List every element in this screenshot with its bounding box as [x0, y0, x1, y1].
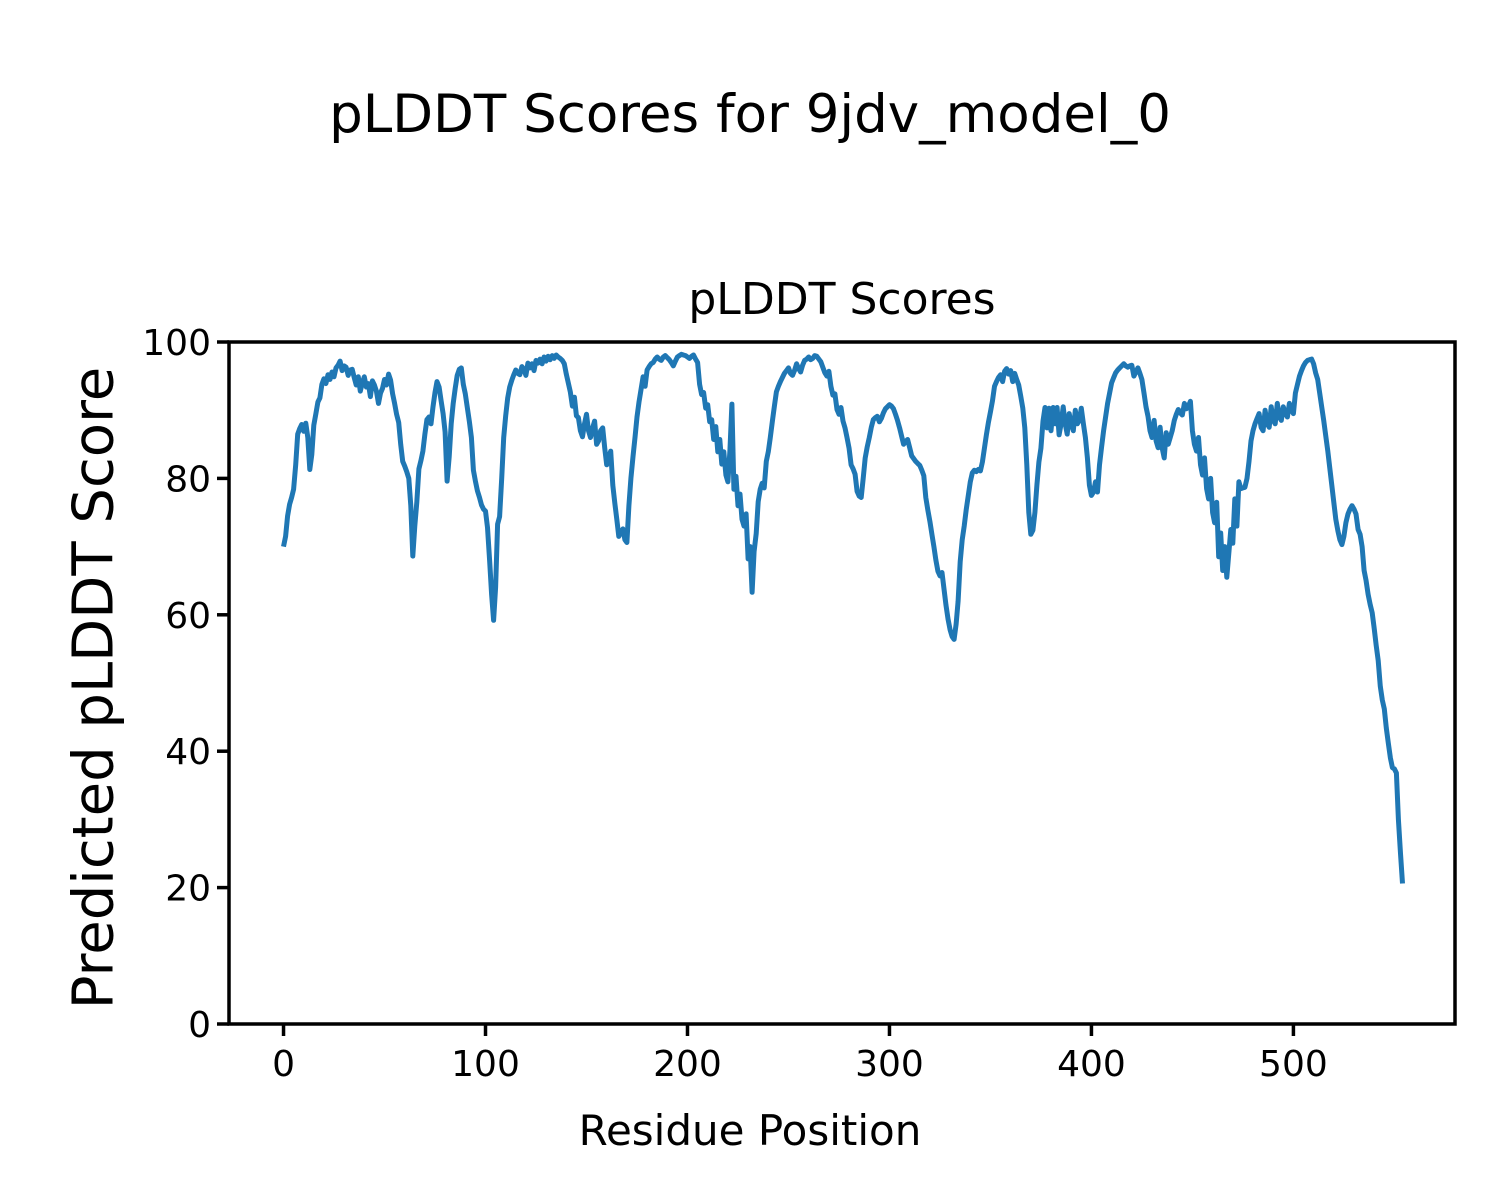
x-axis-label: Residue Position [578, 1106, 922, 1155]
y-tick-label: 20 [165, 869, 211, 910]
y-tick-label: 60 [165, 596, 211, 637]
x-tick-label: 400 [1057, 1044, 1126, 1085]
y-tick-label: 80 [165, 459, 211, 500]
axes-title: pLDDT Scores [688, 274, 996, 325]
axes-spines [227, 340, 1457, 1026]
x-tick-label: 200 [653, 1044, 722, 1085]
x-tick-label: 500 [1259, 1044, 1328, 1085]
plddt-line [281, 351, 1405, 884]
figure-title: pLDDT Scores for 9jdv_model_0 [329, 84, 1171, 145]
y-tick-label: 40 [165, 732, 211, 773]
y-tick-label: 0 [188, 1005, 211, 1046]
x-tick-label: 100 [451, 1044, 520, 1085]
x-tick-label: 300 [855, 1044, 924, 1085]
x-tick-label: 0 [272, 1044, 295, 1085]
y-tick-label: 100 [142, 323, 211, 364]
